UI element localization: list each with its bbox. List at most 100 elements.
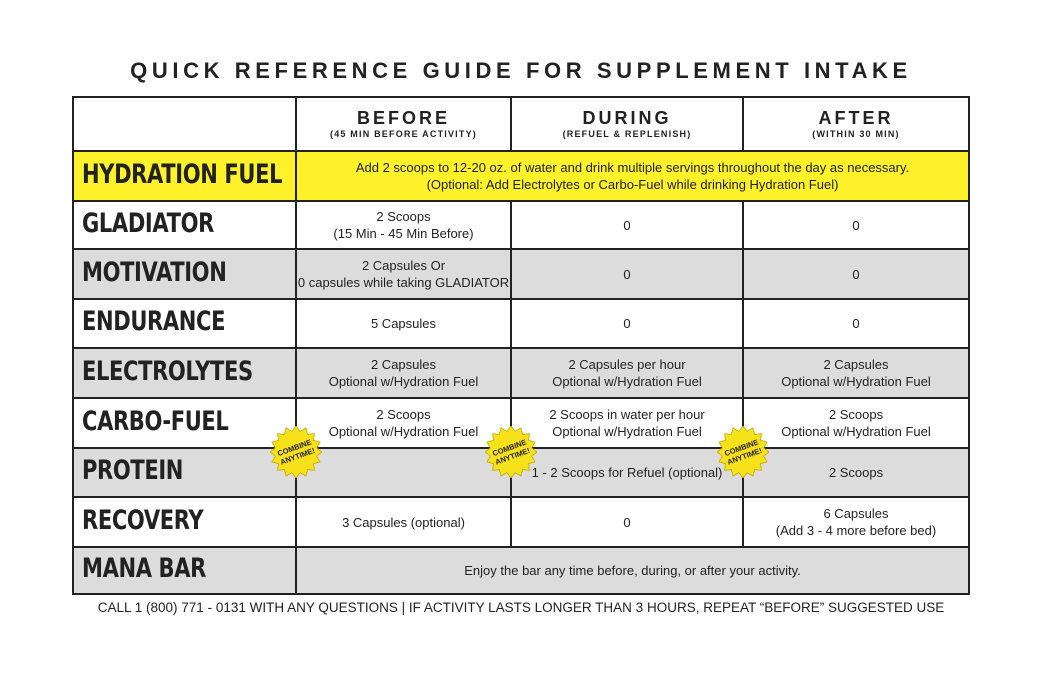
- header-subtitle: (45 MIN BEFORE ACTIVITY): [330, 129, 477, 139]
- row-name-cell: MANA BAR: [72, 546, 297, 595]
- row-name: HYDRATION FUEL: [82, 158, 283, 190]
- row: MANA BAR Enjoy the bar any time before, d…: [72, 546, 970, 595]
- note-cell: Enjoy the bar any time before, during, o…: [295, 546, 970, 595]
- cell: 3 Capsules (optional): [295, 496, 512, 548]
- cell-line: 6 Capsules: [823, 506, 889, 521]
- header-title: BEFORE: [356, 108, 450, 128]
- header-title: AFTER: [818, 108, 894, 128]
- header-cell: BEFORE (45 MIN BEFORE ACTIVITY): [295, 96, 512, 152]
- row-name: GLADIATOR: [82, 207, 214, 239]
- table-body: BEFORE (45 MIN BEFORE ACTIVITY) DURING (REF…: [72, 96, 970, 595]
- cell-line: 0: [623, 266, 631, 282]
- header-empty: [72, 96, 297, 152]
- cell-line: 0: [852, 217, 860, 233]
- row-name-cell: ENDURANCE: [72, 298, 297, 349]
- cell-line: 2 Scoops in water per hour: [549, 407, 705, 422]
- cell-line: 2 Capsules: [370, 357, 437, 372]
- cell-line: 1 - 2 Scoops for Refuel (optional): [531, 465, 723, 480]
- cell: 2 Capsules Optional w/Hydration Fuel: [742, 347, 970, 399]
- cell: 0: [510, 200, 744, 250]
- header-cell: DURING (REFUEL & REPLENISH): [510, 96, 744, 152]
- row-name-cell: PROTEIN: [72, 447, 297, 498]
- cell: 2 Capsules Optional w/Hydration Fuel: [295, 347, 512, 399]
- cell-line: Optional w/Hydration Fuel: [328, 424, 479, 439]
- cell-line: Optional w/Hydration Fuel: [781, 374, 931, 389]
- cell-line: (15 Min - 45 Min Before): [333, 226, 474, 241]
- row-name: RECOVERY: [82, 504, 204, 536]
- title: QUICK REFERENCE GUIDE FOR SUPPLEMENT INT…: [130, 58, 912, 83]
- row-name-cell: CARBO-FUEL: [72, 397, 297, 449]
- cell: 2 Scoops Optional w/Hydration Fuel: [295, 397, 512, 449]
- row-name-cell: GLADIATOR: [72, 200, 297, 250]
- cell-line: 2 Capsules Or: [361, 258, 446, 273]
- reference-table: BEFORE (45 MIN BEFORE ACTIVITY) DURING (REF…: [72, 96, 970, 595]
- cell-line: 0: [852, 316, 860, 331]
- cell: 5 Capsules: [295, 298, 512, 349]
- cell-line: 0 capsules while taking GLADIATOR: [297, 275, 510, 290]
- cell: 2 Scoops: [742, 447, 970, 498]
- badge-star: [485, 426, 537, 478]
- row: GLADIATOR 2 Scoops (15 Min - 45 Min Before…: [72, 200, 970, 250]
- cell-line: 2 Scoops: [376, 407, 431, 422]
- note-line: Enjoy the bar any time before, during, o…: [464, 563, 801, 578]
- row-name-cell: ELECTROLYTES: [72, 347, 297, 399]
- cell-line: 2 Capsules: [823, 357, 889, 372]
- row-name: MOTIVATION: [82, 256, 227, 288]
- note-line: Add 2 scoops to 12-20 oz. of water and d…: [355, 160, 910, 175]
- cell: 2 Capsules per hour Optional w/Hydration …: [510, 347, 744, 399]
- badge-star: [270, 426, 322, 478]
- cell: 6 Capsules (Add 3 - 4 more before bed): [742, 496, 970, 548]
- row: MOTIVATION 2 Capsules Or 0 capsules while …: [72, 248, 970, 300]
- cell: 0: [510, 298, 744, 349]
- cell-line: Optional w/Hydration Fuel: [552, 374, 702, 389]
- row-name: MANA BAR: [82, 553, 206, 584]
- cell-line: Optional w/Hydration Fuel: [781, 424, 931, 439]
- row-name: ELECTROLYTES: [82, 355, 253, 387]
- header-title: DURING: [582, 108, 672, 128]
- cell-line: 0: [623, 316, 631, 331]
- footer: CALL 1 (800) 771 - 0131 WITH ANY QUESTIO…: [97, 600, 945, 615]
- cell: 2 Scoops Optional w/Hydration Fuel: [742, 397, 970, 449]
- header-subtitle: (WITHIN 30 MIN): [812, 129, 900, 139]
- row: HYDRATION FUEL Add 2 scoops to 12-20 oz. …: [72, 150, 970, 202]
- cell: 0: [742, 248, 970, 300]
- cell-line: Optional w/Hydration Fuel: [552, 424, 702, 439]
- row-name-cell: MOTIVATION: [72, 248, 297, 300]
- cell: 0: [742, 200, 970, 250]
- cell-line: 0: [623, 514, 631, 530]
- cell: 0: [742, 298, 970, 349]
- note-cell: Add 2 scoops to 12-20 oz. of water and d…: [295, 150, 970, 202]
- header-cell: AFTER (WITHIN 30 MIN): [742, 96, 970, 152]
- cell-line: Optional w/Hydration Fuel: [328, 374, 479, 389]
- cell-line: 2 Capsules per hour: [568, 357, 686, 372]
- badge-star: [717, 426, 769, 478]
- row-name: CARBO-FUEL: [82, 405, 229, 437]
- cell-line: 3 Capsules (optional): [342, 514, 465, 530]
- row: RECOVERY 3 Capsules (optional) 0 6 Capsules…: [72, 496, 970, 548]
- cell-line: 0: [852, 266, 860, 282]
- cell: 2 Capsules Or 0 capsules while taking GLA…: [295, 248, 512, 300]
- cell: 0: [510, 496, 744, 548]
- row: ENDURANCE 5 Capsules 0 0: [72, 298, 970, 349]
- cell: 2 Scoops in water per hour Optional w/Hyd…: [510, 397, 744, 449]
- cell: [295, 447, 512, 498]
- row-name: PROTEIN: [82, 455, 184, 486]
- cell: 1 - 2 Scoops for Refuel (optional): [510, 447, 744, 498]
- cell-line: 5 Capsules: [370, 316, 437, 331]
- row: CARBO-FUEL 2 Scoops Optional w/Hydration F…: [72, 397, 970, 449]
- row-name-cell: RECOVERY: [72, 496, 297, 548]
- cell-line: 2 Scoops: [376, 209, 431, 224]
- note-line: (Optional: Add Electrolytes or Carbo-Fue…: [426, 177, 839, 192]
- header-row: BEFORE (45 MIN BEFORE ACTIVITY) DURING (REF…: [72, 96, 970, 152]
- header-subtitle: (REFUEL & REPLENISH): [562, 129, 692, 139]
- row-name-cell: HYDRATION FUEL: [72, 150, 297, 202]
- cell-line: (Add 3 - 4 more before bed): [775, 523, 937, 538]
- cell: 0: [510, 248, 744, 300]
- cell-line: 0: [623, 217, 631, 233]
- cell-line: 2 Scoops: [828, 465, 884, 480]
- cell: 2 Scoops (15 Min - 45 Min Before): [295, 200, 512, 250]
